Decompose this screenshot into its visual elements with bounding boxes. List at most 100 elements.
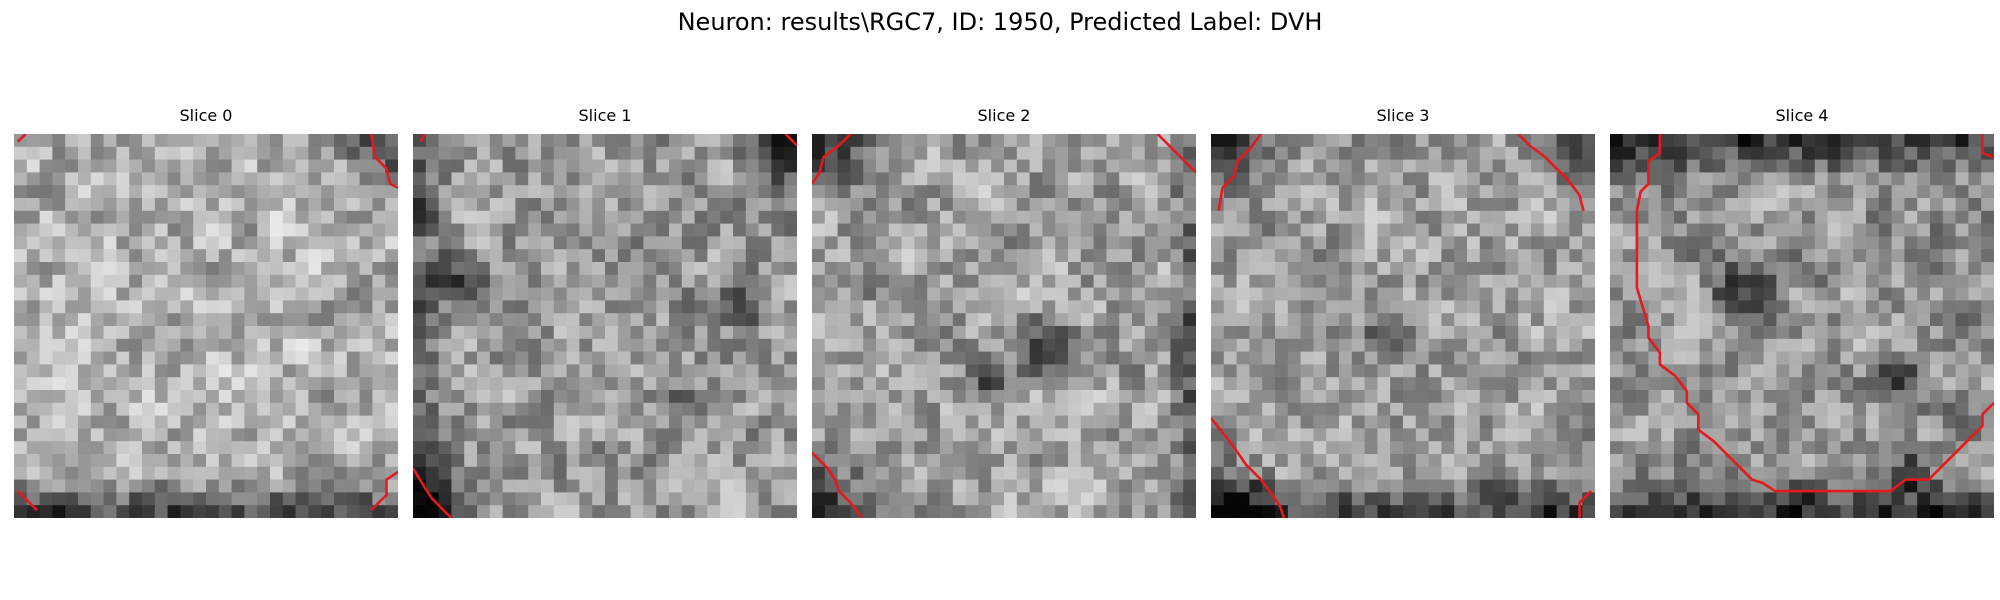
pixel-cell (1750, 326, 1764, 340)
pixel-cell (1674, 223, 1688, 237)
pixel-cell (451, 454, 465, 468)
pixel-cell (824, 185, 838, 199)
pixel-cell (1505, 390, 1519, 404)
pixel-cell (1635, 326, 1649, 340)
pixel-cell (103, 377, 117, 391)
pixel-cell (1313, 134, 1327, 148)
pixel-cell (193, 479, 207, 493)
pixel-cell (142, 185, 156, 199)
pixel-cell (888, 364, 902, 378)
pixel-cell (477, 249, 491, 263)
pixel-cell (1467, 249, 1481, 263)
pixel-cell (385, 185, 398, 199)
pixel-cell (1866, 223, 1880, 237)
pixel-cell (1955, 236, 1969, 250)
pixel-cell (1866, 210, 1880, 224)
pixel-cell (1725, 274, 1739, 288)
pixel-cell (965, 159, 979, 173)
pixel-cell (116, 377, 130, 391)
pixel-cell (1029, 313, 1043, 327)
pixel-cell (1249, 287, 1263, 301)
pixel-cell (1622, 313, 1636, 327)
pixel-cell (1712, 146, 1726, 160)
pixel-cell (1042, 364, 1056, 378)
pixel-cell (1750, 466, 1764, 480)
pixel-cell (1093, 441, 1107, 455)
pixel-cell (1674, 338, 1688, 352)
pixel-cell (837, 287, 851, 301)
pixel-cell (758, 185, 772, 199)
pixel-cell (1326, 351, 1340, 365)
pixel-cell (218, 300, 232, 314)
pixel-cell (1479, 466, 1493, 480)
pixel-cell (65, 159, 79, 173)
pixel-cell (489, 326, 503, 340)
pixel-cell (1622, 377, 1636, 391)
pixel-cell (1930, 236, 1944, 250)
pixel-cell (359, 210, 373, 224)
pixel-cell (1144, 159, 1158, 173)
pixel-cell (720, 262, 734, 276)
pixel-cell (630, 351, 644, 365)
pixel-cell (1351, 377, 1365, 391)
pixel-cell (914, 185, 928, 199)
pixel-cell (1454, 198, 1468, 212)
pixel-cell (1505, 159, 1519, 173)
pixel-cell (308, 313, 322, 327)
pixel-cell (1016, 466, 1030, 480)
pixel-cell (52, 262, 66, 276)
pixel-cell (991, 274, 1005, 288)
pixel-cell (1853, 492, 1867, 506)
pixel-cell (1543, 274, 1557, 288)
pixel-cell (1016, 134, 1030, 148)
pixel-cell (1556, 326, 1570, 340)
pixel-cell (1339, 223, 1353, 237)
pixel-cell (1441, 377, 1455, 391)
pixel-cell (1635, 454, 1649, 468)
pixel-cell (385, 402, 398, 416)
pixel-cell (1339, 326, 1353, 340)
pixel-cell (1674, 428, 1688, 442)
pixel-cell (812, 479, 826, 493)
pixel-cell (1004, 287, 1018, 301)
pixel-cell (1428, 198, 1442, 212)
pixel-cell (758, 146, 772, 160)
pixel-cell (257, 454, 271, 468)
pixel-cell (940, 223, 954, 237)
pixel-cell (579, 454, 593, 468)
pixel-cell (1157, 274, 1171, 288)
pixel-cell (1339, 377, 1353, 391)
pixel-cell (154, 159, 168, 173)
pixel-cell (14, 146, 28, 160)
pixel-cell (694, 223, 708, 237)
pixel-cell (1827, 351, 1841, 365)
pixel-cell (385, 454, 398, 468)
pixel-cell (1479, 198, 1493, 212)
pixel-cell (1853, 505, 1867, 518)
pixel-cell (656, 454, 670, 468)
pixel-cell (850, 338, 864, 352)
pixel-cell (451, 428, 465, 442)
pixel-cell (669, 249, 683, 263)
pixel-cell (758, 479, 772, 493)
pixel-cell (116, 479, 130, 493)
pixel-cell (656, 249, 670, 263)
pixel-cell (1144, 428, 1158, 442)
pixel-cell (1415, 198, 1429, 212)
pixel-cell (78, 172, 92, 186)
pixel-cell (876, 364, 890, 378)
pixel-cell (1441, 454, 1455, 468)
pixel-cell (218, 466, 232, 480)
pixel-cell (334, 262, 348, 276)
pixel-cell (579, 262, 593, 276)
pixel-cell (553, 274, 567, 288)
pixel-cell (282, 466, 296, 480)
pixel-cell (1377, 274, 1391, 288)
pixel-cell (502, 415, 516, 429)
pixel-cell (952, 364, 966, 378)
pixel-cell (720, 172, 734, 186)
pixel-cell (1492, 249, 1506, 263)
pixel-cell (218, 377, 232, 391)
pixel-cell (1467, 300, 1481, 314)
pixel-cell (1518, 466, 1532, 480)
